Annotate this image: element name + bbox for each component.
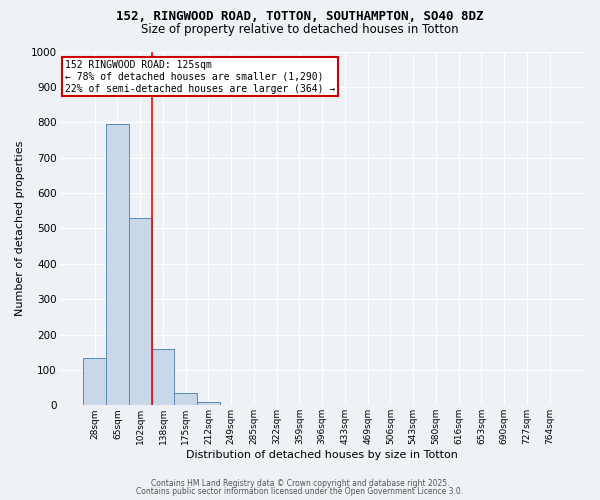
Text: Contains public sector information licensed under the Open Government Licence 3.: Contains public sector information licen… [136,487,464,496]
Text: 152 RINGWOOD ROAD: 125sqm
← 78% of detached houses are smaller (1,290)
22% of se: 152 RINGWOOD ROAD: 125sqm ← 78% of detac… [65,60,335,94]
Bar [175,393,197,406]
Text: Size of property relative to detached houses in Totton: Size of property relative to detached ho… [141,22,459,36]
Text: Contains HM Land Registry data © Crown copyright and database right 2025.: Contains HM Land Registry data © Crown c… [151,478,449,488]
X-axis label: Distribution of detached houses by size in Totton: Distribution of detached houses by size … [186,450,458,460]
Bar [152,348,175,406]
Bar [197,402,220,406]
Bar [106,124,129,406]
Bar [129,218,152,406]
Y-axis label: Number of detached properties: Number of detached properties [15,140,25,316]
Bar [83,358,106,406]
Text: 152, RINGWOOD ROAD, TOTTON, SOUTHAMPTON, SO40 8DZ: 152, RINGWOOD ROAD, TOTTON, SOUTHAMPTON,… [116,10,484,23]
